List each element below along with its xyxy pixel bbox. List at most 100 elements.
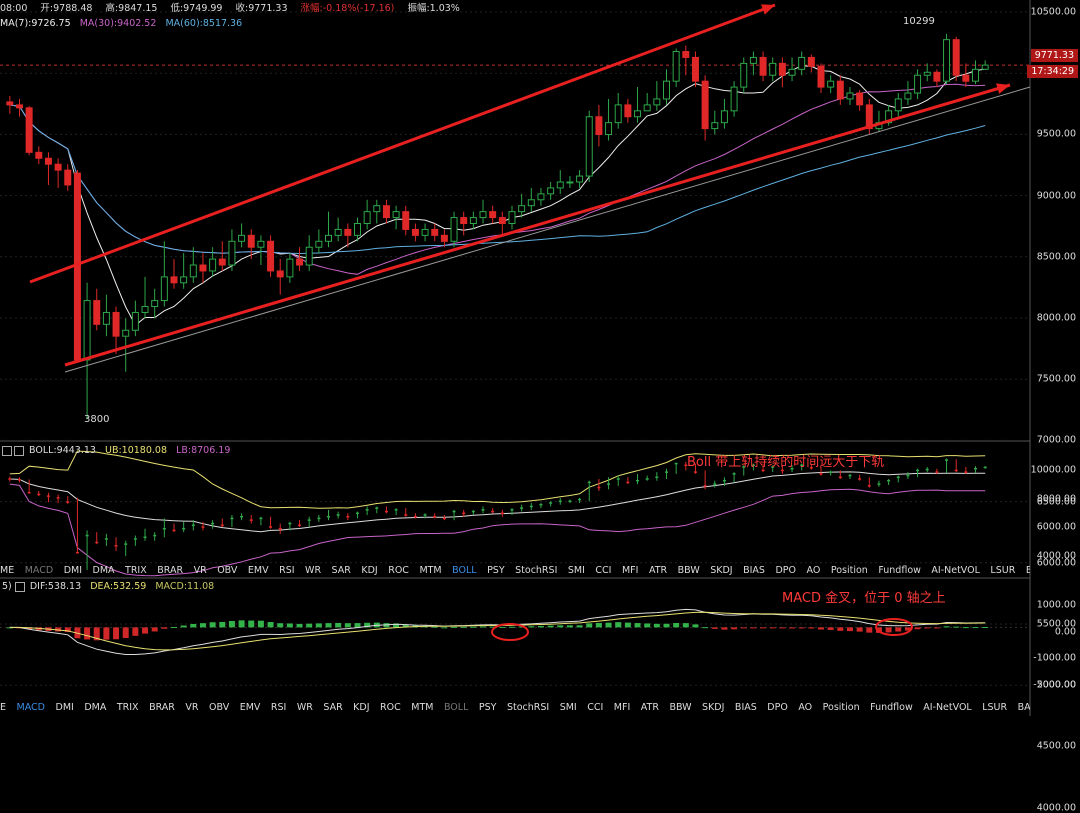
candle-body <box>64 169 72 186</box>
macd-histogram-bar <box>315 623 322 628</box>
indicator-tab[interactable]: EMV <box>247 565 269 576</box>
indicator-tab[interactable]: Position <box>830 565 868 576</box>
indicator-tab[interactable]: VR <box>193 565 207 576</box>
indicator-tab[interactable]: OBV <box>209 702 230 713</box>
indicator-tab[interactable]: SAR <box>331 565 351 576</box>
indicator-tab[interactable]: DMI <box>55 702 74 713</box>
candle-body <box>817 65 825 88</box>
indicator-tab[interactable]: BOLL <box>443 702 469 713</box>
indicator-tab[interactable]: DMA <box>84 702 107 713</box>
indicator-tab[interactable]: RSI <box>279 565 295 576</box>
indicator-tab[interactable]: BBW <box>669 702 692 713</box>
indicator-tab[interactable]: MFI <box>613 702 631 713</box>
indicator-tab[interactable]: AI-NetVOL <box>931 565 980 576</box>
indicator-tab[interactable]: ATR <box>640 702 659 713</box>
candle-body <box>962 74 970 82</box>
indicator-tab[interactable]: BRAR <box>149 702 175 713</box>
indicator-tab[interactable]: Position <box>822 702 860 713</box>
indicator-tab[interactable]: BOLL <box>452 565 477 576</box>
indicator-tab[interactable]: StochRSI <box>515 565 558 576</box>
indicator-tab[interactable]: BBW <box>677 565 700 576</box>
indicator-tab[interactable]: ATR <box>648 565 668 576</box>
indicator-tab[interactable]: RSI <box>270 702 287 713</box>
indicator-tab[interactable]: ME <box>0 565 15 576</box>
indicator-tab[interactable]: WR <box>305 565 322 576</box>
panel-close-icon[interactable] <box>14 445 24 456</box>
indicator-tab[interactable]: KDJ <box>353 702 370 713</box>
indicator-tab[interactable]: DMA <box>92 565 115 576</box>
indicator-tab[interactable]: OBV <box>217 565 238 576</box>
candle-body <box>209 258 217 272</box>
candle-body <box>160 276 168 302</box>
indicator-tab[interactable]: BIAS <box>734 702 757 713</box>
indicator-tab[interactable]: AO <box>806 565 821 576</box>
indicator-tab[interactable]: MFI <box>621 565 639 576</box>
header-low: 低:9749.99 <box>170 3 223 14</box>
macd-histogram-bar <box>277 623 284 628</box>
indicator-tab[interactable]: CCI <box>587 702 604 713</box>
macd-histogram-bar <box>721 627 728 630</box>
ma-legend: MA(7):9726.75 MA(30):9402.52 MA(60):8517… <box>0 17 242 31</box>
indicator-tab[interactable]: E <box>0 702 7 713</box>
macd-histogram-bar <box>682 623 689 628</box>
panel-settings-icon[interactable] <box>2 445 12 456</box>
indicator-tab[interactable]: PSY <box>487 565 505 576</box>
indicator-tab[interactable]: BIAS <box>743 565 765 576</box>
candle-body <box>556 181 564 189</box>
indicator-tab[interactable]: MACD <box>16 702 45 713</box>
indicator-tab[interactable]: DPO <box>767 702 788 713</box>
indicator-tab[interactable]: VR <box>185 702 199 713</box>
indicator-tab[interactable]: MTM <box>411 702 434 713</box>
axis-tick: 8500.00 <box>1036 251 1076 263</box>
macd-histogram-bar <box>64 627 71 633</box>
indicator-tab[interactable]: DMI <box>63 565 83 576</box>
indicator-tab[interactable]: PSY <box>478 702 497 713</box>
candlestick-chart[interactable] <box>0 0 1080 716</box>
candle-body <box>35 151 43 159</box>
low-label: 3800 <box>84 414 110 425</box>
macd-histogram-bar <box>228 620 235 628</box>
indicator-tab[interactable]: MACD <box>24 565 54 576</box>
indicator-tab[interactable]: SKDJ <box>702 702 725 713</box>
indicator-tab[interactable]: TRIX <box>116 702 139 713</box>
candle-body <box>740 62 748 88</box>
boll-upper-line <box>9 450 986 509</box>
indicator-tab[interactable]: Fundflow <box>870 702 913 713</box>
candle-body <box>6 101 14 106</box>
indicator-tab[interactable]: ROC <box>380 702 401 713</box>
indicator-tab[interactable]: StochRSI <box>506 702 550 713</box>
indicator-tab[interactable]: WR <box>296 702 313 713</box>
indicator-tab[interactable]: SMI <box>567 565 585 576</box>
indicator-tab[interactable]: BASIS <box>1017 702 1030 713</box>
indicator-tab[interactable]: ROC <box>388 565 409 576</box>
macd-histogram-bar <box>769 627 776 629</box>
indicator-tab[interactable]: MTM <box>419 565 442 576</box>
indicator-tab[interactable]: Fundflow <box>878 565 921 576</box>
candle-body <box>431 228 439 236</box>
indicator-tab[interactable]: DPO <box>775 565 796 576</box>
golden-cross-marker <box>875 618 913 636</box>
macd-histogram-bar <box>624 622 631 628</box>
indicator-tab[interactable]: EMV <box>239 702 261 713</box>
indicator-tab[interactable]: SMI <box>559 702 577 713</box>
dif-value: DIF:538.13 <box>29 581 82 592</box>
indicator-tab[interactable]: AO <box>798 702 813 713</box>
ma7-value: MA(7):9726.75 <box>0 18 71 29</box>
indicator-tab[interactable]: AI-NetVOL <box>923 702 972 713</box>
axis-tick: 6000.00 <box>1036 557 1076 569</box>
indicator-tab[interactable]: TRIX <box>125 565 147 576</box>
indicator-tab[interactable]: SAR <box>323 702 343 713</box>
candle-body <box>643 104 651 112</box>
panel-settings-icon[interactable] <box>14 581 25 592</box>
indicator-tab[interactable]: SKDJ <box>710 565 733 576</box>
indicator-tab[interactable]: BASIS <box>1025 565 1030 576</box>
indicator-tab[interactable]: LSUR <box>990 565 1016 576</box>
candle-body <box>778 62 786 76</box>
indicator-tab[interactable]: CCI <box>595 565 612 576</box>
macd-histogram-bar <box>257 620 264 628</box>
macd-histogram-bar <box>914 627 921 630</box>
indicator-tab[interactable]: BRAR <box>157 565 184 576</box>
axis-tick: 0.00 <box>1054 626 1076 638</box>
indicator-tab[interactable]: KDJ <box>361 565 378 576</box>
indicator-tab[interactable]: LSUR <box>982 702 1008 713</box>
